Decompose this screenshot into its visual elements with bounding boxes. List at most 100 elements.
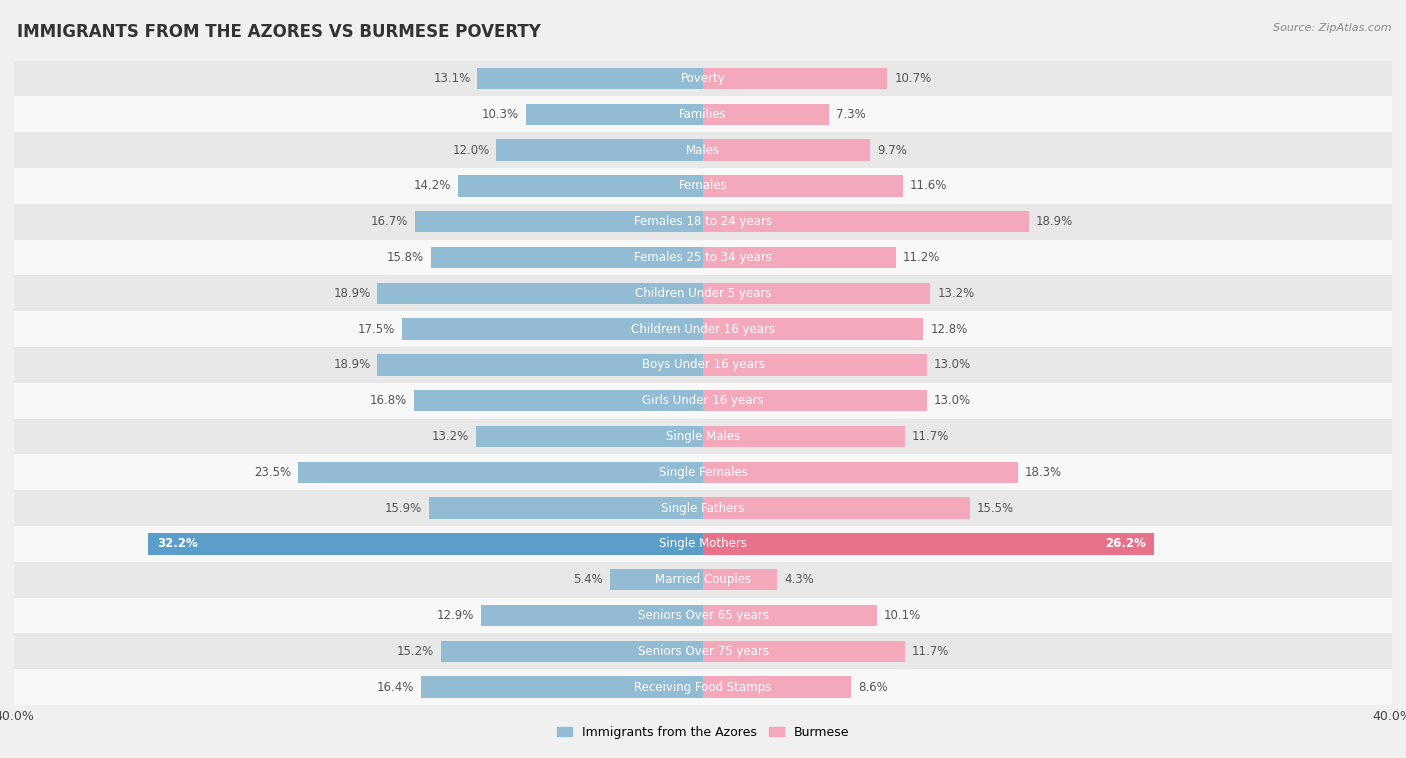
Text: 32.2%: 32.2%	[157, 537, 198, 550]
Text: 11.7%: 11.7%	[911, 645, 949, 658]
Bar	[377, 283, 703, 304]
Text: 12.8%: 12.8%	[931, 323, 967, 336]
Text: Females 18 to 24 years: Females 18 to 24 years	[634, 215, 772, 228]
Text: 15.2%: 15.2%	[396, 645, 434, 658]
Text: Single Females: Single Females	[658, 465, 748, 479]
Bar	[14, 669, 1392, 705]
Text: Females 25 to 34 years: Females 25 to 34 years	[634, 251, 772, 264]
Text: 18.9%: 18.9%	[333, 287, 371, 300]
Bar	[703, 462, 1018, 483]
Text: 17.5%: 17.5%	[357, 323, 395, 336]
Bar	[14, 526, 1392, 562]
Text: Poverty: Poverty	[681, 72, 725, 85]
Bar	[703, 67, 887, 89]
Bar	[430, 247, 703, 268]
Bar	[703, 497, 970, 518]
Text: 12.9%: 12.9%	[436, 609, 474, 622]
Bar	[703, 175, 903, 196]
Text: Seniors Over 65 years: Seniors Over 65 years	[637, 609, 769, 622]
Bar	[14, 634, 1392, 669]
Text: 10.1%: 10.1%	[884, 609, 921, 622]
Bar	[14, 240, 1392, 275]
Text: 9.7%: 9.7%	[877, 143, 907, 157]
Text: 11.2%: 11.2%	[903, 251, 941, 264]
Text: 13.2%: 13.2%	[432, 430, 468, 443]
Text: 13.1%: 13.1%	[433, 72, 471, 85]
Text: Children Under 5 years: Children Under 5 years	[634, 287, 772, 300]
Bar	[14, 61, 1392, 96]
Bar	[402, 318, 703, 340]
Text: 18.3%: 18.3%	[1025, 465, 1062, 479]
Text: 11.7%: 11.7%	[911, 430, 949, 443]
Bar	[703, 318, 924, 340]
Text: Single Males: Single Males	[666, 430, 740, 443]
Bar	[526, 104, 703, 125]
Bar	[14, 312, 1392, 347]
Bar	[481, 605, 703, 626]
Text: Boys Under 16 years: Boys Under 16 years	[641, 359, 765, 371]
Text: 26.2%: 26.2%	[1105, 537, 1146, 550]
Text: 13.0%: 13.0%	[934, 359, 972, 371]
Bar	[14, 275, 1392, 312]
Bar	[441, 641, 703, 662]
Text: IMMIGRANTS FROM THE AZORES VS BURMESE POVERTY: IMMIGRANTS FROM THE AZORES VS BURMESE PO…	[17, 23, 541, 41]
Bar	[14, 454, 1392, 490]
Text: 11.6%: 11.6%	[910, 180, 948, 193]
Text: 15.9%: 15.9%	[385, 502, 422, 515]
Bar	[610, 569, 703, 590]
Text: 18.9%: 18.9%	[1035, 215, 1073, 228]
Bar	[703, 139, 870, 161]
Bar	[14, 347, 1392, 383]
Text: Families: Families	[679, 108, 727, 121]
Text: Single Fathers: Single Fathers	[661, 502, 745, 515]
Bar	[703, 426, 904, 447]
Bar	[14, 132, 1392, 168]
Text: 16.4%: 16.4%	[377, 681, 413, 694]
Bar	[703, 641, 904, 662]
Bar	[703, 247, 896, 268]
Bar	[703, 354, 927, 376]
Bar	[415, 211, 703, 233]
Text: 14.2%: 14.2%	[415, 180, 451, 193]
Bar	[14, 383, 1392, 418]
Text: 10.3%: 10.3%	[482, 108, 519, 121]
Bar	[703, 605, 877, 626]
Bar	[703, 283, 931, 304]
Bar	[703, 211, 1029, 233]
Text: 10.7%: 10.7%	[894, 72, 931, 85]
Text: Males: Males	[686, 143, 720, 157]
Bar	[14, 597, 1392, 634]
Bar	[149, 533, 703, 555]
Text: 16.8%: 16.8%	[370, 394, 406, 407]
Bar	[420, 676, 703, 698]
Bar	[703, 104, 828, 125]
Bar	[429, 497, 703, 518]
Text: 8.6%: 8.6%	[858, 681, 887, 694]
Legend: Immigrants from the Azores, Burmese: Immigrants from the Azores, Burmese	[551, 721, 855, 744]
Text: Girls Under 16 years: Girls Under 16 years	[643, 394, 763, 407]
Text: 15.8%: 15.8%	[387, 251, 425, 264]
Text: 18.9%: 18.9%	[333, 359, 371, 371]
Text: Children Under 16 years: Children Under 16 years	[631, 323, 775, 336]
Text: 12.0%: 12.0%	[453, 143, 489, 157]
Bar	[14, 204, 1392, 240]
Bar	[298, 462, 703, 483]
Bar	[478, 67, 703, 89]
Text: 16.7%: 16.7%	[371, 215, 409, 228]
Text: Source: ZipAtlas.com: Source: ZipAtlas.com	[1274, 23, 1392, 33]
Bar	[496, 139, 703, 161]
Bar	[475, 426, 703, 447]
Bar	[703, 569, 778, 590]
Text: Seniors Over 75 years: Seniors Over 75 years	[637, 645, 769, 658]
Bar	[14, 418, 1392, 454]
Bar	[458, 175, 703, 196]
Bar	[14, 168, 1392, 204]
Bar	[703, 390, 927, 412]
Text: 13.0%: 13.0%	[934, 394, 972, 407]
Text: 7.3%: 7.3%	[835, 108, 865, 121]
Text: 5.4%: 5.4%	[574, 573, 603, 586]
Text: Single Mothers: Single Mothers	[659, 537, 747, 550]
Text: Receiving Food Stamps: Receiving Food Stamps	[634, 681, 772, 694]
Text: 23.5%: 23.5%	[254, 465, 291, 479]
Bar	[703, 676, 851, 698]
